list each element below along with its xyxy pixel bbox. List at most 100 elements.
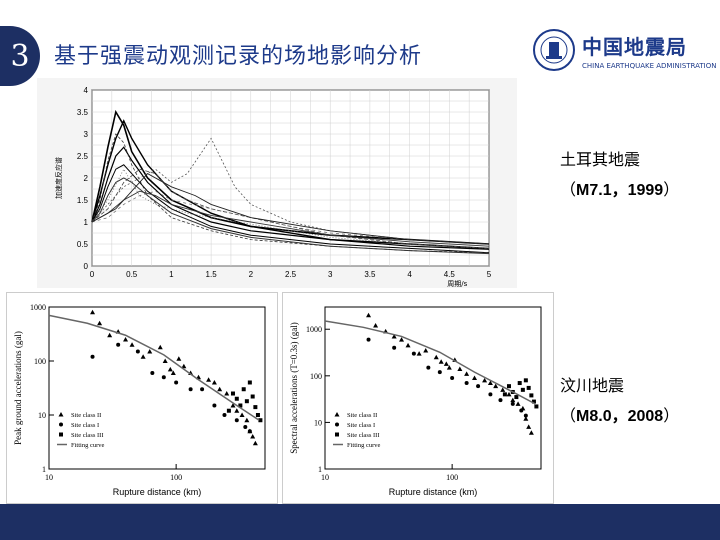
data-point-site-i [188, 387, 193, 392]
data-point-site-i [426, 365, 431, 370]
spectrum-line [91, 190, 490, 245]
data-point-site-iii [514, 395, 519, 400]
x-tick-label: 5 [487, 270, 492, 279]
turkey-paren-close: ） [663, 180, 680, 199]
data-point-site-ii [399, 337, 405, 342]
fitting-curve [324, 320, 536, 405]
data-point-site-ii [206, 377, 212, 382]
x-axis-label: Rupture distance (km) [389, 487, 478, 497]
data-point-site-i [392, 345, 397, 350]
footer-bar [0, 504, 720, 540]
response-spectra-chart: 0 0.5 1 1.5 2 2.5 3 3.5 4 4.5 5 0 0.5 1 1.5 2 2.5 3 3.5 4 周期… [54, 86, 492, 288]
slide-number-badge: 3 [0, 26, 40, 86]
data-point-site-i [234, 418, 239, 423]
spectrum-line [91, 146, 490, 250]
x-tick-label: 10 [321, 473, 329, 482]
data-point-site-iii [258, 418, 263, 423]
x-axis-label: 周期/s [447, 280, 467, 288]
data-point-site-iii [531, 399, 536, 404]
wenchuan-paren-open: （ [560, 406, 577, 425]
x-tick-label: 100 [170, 473, 182, 482]
spectrum-line [91, 177, 490, 255]
data-point-site-ii [506, 391, 512, 397]
data-point-site-iii [517, 381, 522, 386]
data-point-site-ii [515, 401, 521, 406]
turkey-paren-open: （ [560, 180, 577, 199]
response-spectra-panel: 0 0.5 1 1.5 2 2.5 3 3.5 4 4.5 5 0 0.5 1 1.5 2 2.5 3 3.5 4 周期… [37, 78, 517, 288]
turkey-magnitude-year: M7.1，1999 [576, 182, 664, 199]
x-tick-label: 1.5 [206, 270, 218, 279]
data-point-site-i [150, 370, 155, 375]
data-point-site-i [519, 408, 524, 413]
data-point-site-i [200, 387, 205, 392]
data-point-site-ii [523, 416, 529, 421]
sa-panel: 10 100 1 10 100 1000 Rupture distance (km) Spec… [282, 292, 554, 504]
data-point-site-ii [239, 412, 245, 417]
spectrum-line [91, 173, 490, 245]
x-tick-label: 10 [45, 473, 53, 482]
legend-marker-square [59, 432, 63, 437]
logo-chinese-name: 中国地震局 [582, 34, 687, 59]
data-point-site-ii [129, 342, 135, 347]
data-point-site-ii [147, 348, 153, 354]
y-tick-label: 1.5 [77, 196, 89, 205]
y-tick-label: 3.5 [77, 108, 89, 117]
data-point-site-i [488, 392, 493, 397]
y-tick-label: 1000 [30, 303, 46, 312]
y-tick-label: 3 [84, 130, 89, 139]
data-point-site-i [411, 351, 416, 356]
data-point-site-ii [433, 354, 439, 360]
y-tick-label: 0 [84, 262, 89, 271]
data-point-site-i [90, 354, 95, 359]
data-point-site-ii [443, 361, 449, 366]
data-point-site-i [222, 413, 227, 417]
data-point-site-ii [170, 370, 176, 375]
data-point-site-ii [176, 356, 182, 361]
data-point-site-ii [500, 387, 506, 392]
y-axis-label: 加速度反应谱 [54, 157, 63, 199]
fitting-curve [48, 314, 260, 421]
data-point-site-ii [123, 337, 129, 342]
turkey-name: 土耳其地震 [560, 150, 641, 169]
x-tick-label: 4 [407, 270, 412, 279]
data-point-site-ii [181, 363, 187, 369]
legend-label: Site class III [347, 432, 380, 439]
data-point-site-i [243, 424, 248, 429]
wenchuan-name: 汶川地震 [560, 376, 625, 395]
y-axis-label: Peak ground accelerations (gal) [13, 331, 23, 445]
spectrum-line [91, 164, 490, 254]
data-point-site-i [116, 342, 121, 347]
x-axis-label: Rupture distance (km) [113, 487, 202, 497]
y-tick-label: 1 [318, 465, 322, 474]
data-point-site-iii [506, 384, 511, 389]
data-point-site-iii [502, 392, 507, 397]
data-point-site-iii [247, 380, 252, 385]
y-tick-label: 10 [38, 411, 46, 420]
data-point-site-ii [162, 358, 168, 363]
logo-english-name: CHINA EARTHQUAKE ADMINISTRATION [582, 61, 717, 70]
data-point-site-iii [230, 391, 235, 396]
y-tick-label: 1 [84, 218, 89, 227]
data-point-site-ii [230, 402, 236, 408]
x-tick-label: 2.5 [285, 270, 297, 279]
x-tick-label: 3.5 [364, 270, 376, 279]
y-tick-label: 100 [34, 357, 46, 366]
legend-marker-square [335, 432, 339, 437]
data-point-site-iii [241, 387, 246, 392]
data-point-site-iii [250, 394, 255, 399]
data-point-site-ii [457, 366, 463, 372]
data-point-site-ii [438, 359, 444, 364]
wenchuan-label: 汶川地震 （M8.0，2008） [560, 372, 679, 426]
plot-area [48, 306, 266, 470]
data-point-site-iii [534, 404, 539, 409]
data-point-site-i [476, 384, 481, 389]
y-tick-label: 100 [310, 372, 322, 381]
data-point-site-i [161, 375, 166, 380]
data-point-site-ii [446, 365, 452, 370]
data-point-site-iii [226, 408, 231, 413]
data-point-site-iii [526, 385, 531, 390]
y-tick-label: 2 [84, 174, 89, 183]
data-point-site-ii [97, 320, 103, 326]
data-point-site-i [510, 401, 515, 406]
